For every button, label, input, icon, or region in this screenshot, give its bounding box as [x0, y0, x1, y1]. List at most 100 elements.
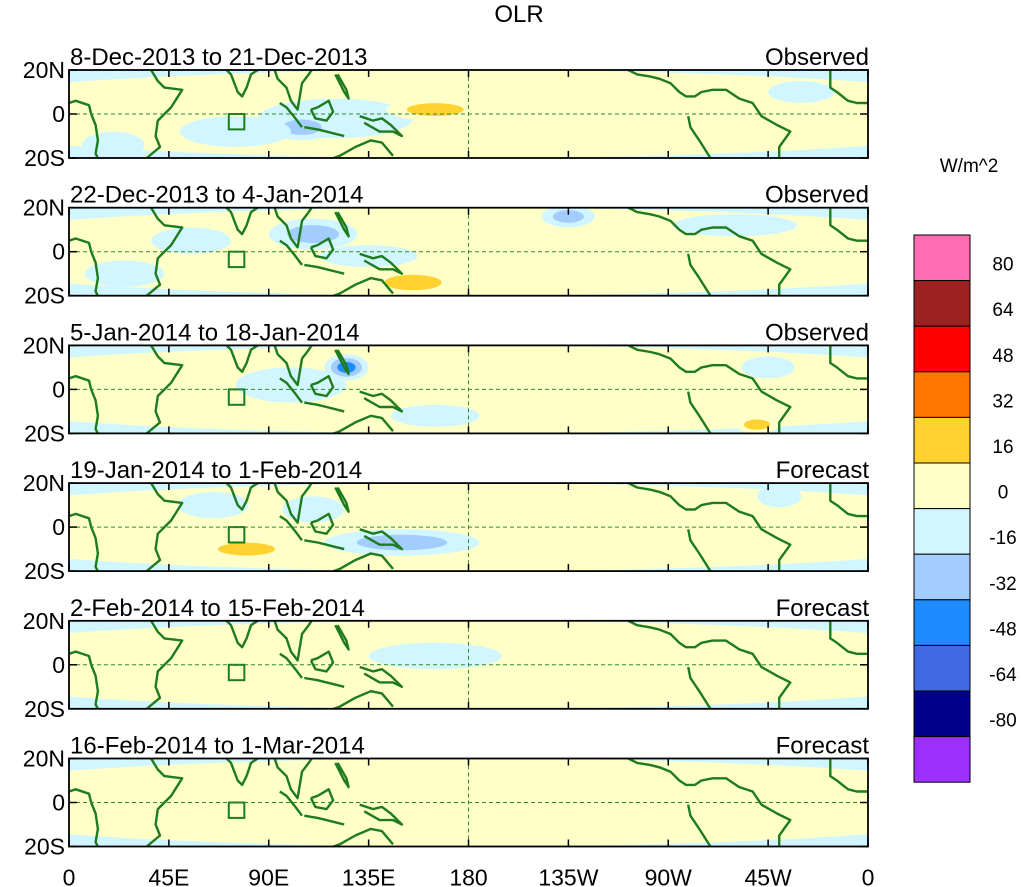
region-box [227, 526, 246, 544]
coastline [279, 377, 303, 404]
panel-period: 8-Dec-2013 to 21-Dec-2013 [70, 44, 368, 71]
contour-2-2-2 [287, 225, 340, 244]
coastline [627, 70, 792, 158]
coastline [330, 827, 394, 847]
contour-2-6-1 [208, 260, 307, 279]
coastline [224, 620, 260, 649]
contour-3-3-2 [744, 419, 770, 430]
colorbar-swatch-8 [913, 553, 971, 601]
panel-5: 20N 0 20S 2-Feb-2014 to 15-Feb-2014 Forecast [23, 595, 870, 722]
coastline [224, 758, 260, 787]
coastline [309, 512, 335, 535]
coastline [273, 758, 314, 800]
colorbar-label: 0 [998, 483, 1009, 504]
colorbar-label: 80 [992, 255, 1013, 276]
region-box [227, 388, 246, 406]
y-tick-label: 20S [24, 696, 65, 722]
coastline [334, 624, 350, 651]
y-tick-label: 0 [52, 790, 65, 816]
coastline [145, 483, 184, 572]
region-box [227, 250, 246, 269]
y-tick-label: 20S [24, 283, 65, 309]
region-box [227, 113, 246, 131]
coastline [334, 762, 350, 789]
coastline [145, 207, 184, 296]
coastline [145, 620, 184, 709]
colorbar-swatch-3 [913, 325, 971, 373]
y-tick-label: 20S [24, 420, 65, 446]
colorbar-label: -64 [989, 665, 1017, 686]
y-tick-label: 20S [24, 145, 65, 171]
coastline [627, 758, 792, 847]
panel-3: 20N 0 20S 5-Jan-2014 to 18-Jan-2014 Observed [23, 319, 869, 446]
coastline [279, 652, 303, 679]
colorbar-label: 48 [992, 346, 1013, 367]
coastline [304, 539, 345, 551]
panel-period: 2-Feb-2014 to 15-Feb-2014 [70, 595, 365, 622]
coastline [829, 620, 868, 655]
contour-5-2-1 [452, 673, 551, 696]
coastline [279, 790, 303, 817]
coastline [330, 276, 394, 296]
contour-2-1-2 [384, 274, 442, 291]
chart-title: OLR [494, 1, 543, 28]
coastline [687, 253, 712, 296]
coastline [334, 349, 350, 376]
coastline [829, 483, 868, 518]
coastline [829, 70, 868, 105]
coastline [334, 211, 350, 238]
coastline [687, 804, 712, 847]
contour-2-10-1 [84, 260, 165, 287]
contour-2-3-1 [151, 227, 232, 254]
colorbar: W/m^2 80 64 48 32 16 0 -16 -32 -48 -64 -80 [913, 156, 1017, 783]
coastline [359, 665, 404, 688]
coastline [330, 139, 394, 158]
coastline [829, 758, 868, 793]
coastline [69, 512, 100, 572]
colorbar-swatch-12 [913, 736, 971, 783]
y-tick-label: 20N [23, 608, 65, 634]
y-tick-label: 20S [24, 834, 65, 860]
panel-status: Observed [765, 182, 869, 209]
panel-period: 22-Dec-2013 to 4-Jan-2014 [70, 182, 364, 209]
coastline [359, 803, 404, 826]
coastline [273, 483, 314, 524]
coastline [627, 345, 792, 434]
y-tick-label: 20N [23, 57, 65, 83]
colorbar-swatch-6 [913, 462, 971, 510]
coastline [627, 620, 792, 709]
coastline [145, 758, 184, 847]
panel-2: 20N 0 20S 22-Dec-2013 to 4-Jan-2014 Observed [23, 182, 869, 309]
contour-4-1-2 [218, 542, 276, 556]
panels: 20N 0 20S 8-Dec-2013 to 21-Dec-2013 Observed… [23, 44, 870, 860]
y-tick-label: 0 [52, 376, 65, 402]
colorbar-swatch-4 [913, 371, 971, 418]
colorbar-label: -16 [989, 528, 1016, 549]
coastline [330, 552, 394, 572]
x-tick-label: 45W [744, 865, 792, 887]
colorbar-label: -48 [989, 619, 1016, 640]
coastline [69, 374, 100, 434]
contour-4-6-1 [461, 496, 542, 514]
y-tick-label: 20N [23, 470, 65, 496]
contour-1-4-1 [82, 131, 145, 158]
coastline [687, 115, 712, 158]
region-box [227, 801, 246, 819]
contour-3-5-1 [546, 347, 591, 361]
contour-3-8-1 [390, 404, 480, 427]
coastline [279, 515, 303, 542]
panel-status: Forecast [776, 733, 870, 760]
coastline [687, 529, 712, 572]
coastline [334, 486, 350, 513]
y-tick-label: 0 [52, 652, 65, 678]
panel-4: 20N 0 20S 19-Jan-2014 to 1-Feb-2014 Forecast [23, 457, 870, 584]
y-tick-label: 20N [23, 332, 65, 358]
coastline [69, 650, 100, 709]
colorbar-swatch-10 [913, 644, 971, 692]
contour-1-2-2 [282, 119, 322, 135]
coastline [359, 528, 404, 551]
panel-6: 20N 0 20S 16-Feb-2014 to 1-Mar-2014 Forecast [23, 733, 870, 860]
coastline [304, 401, 345, 413]
colorbar-swatch-1 [913, 234, 971, 282]
